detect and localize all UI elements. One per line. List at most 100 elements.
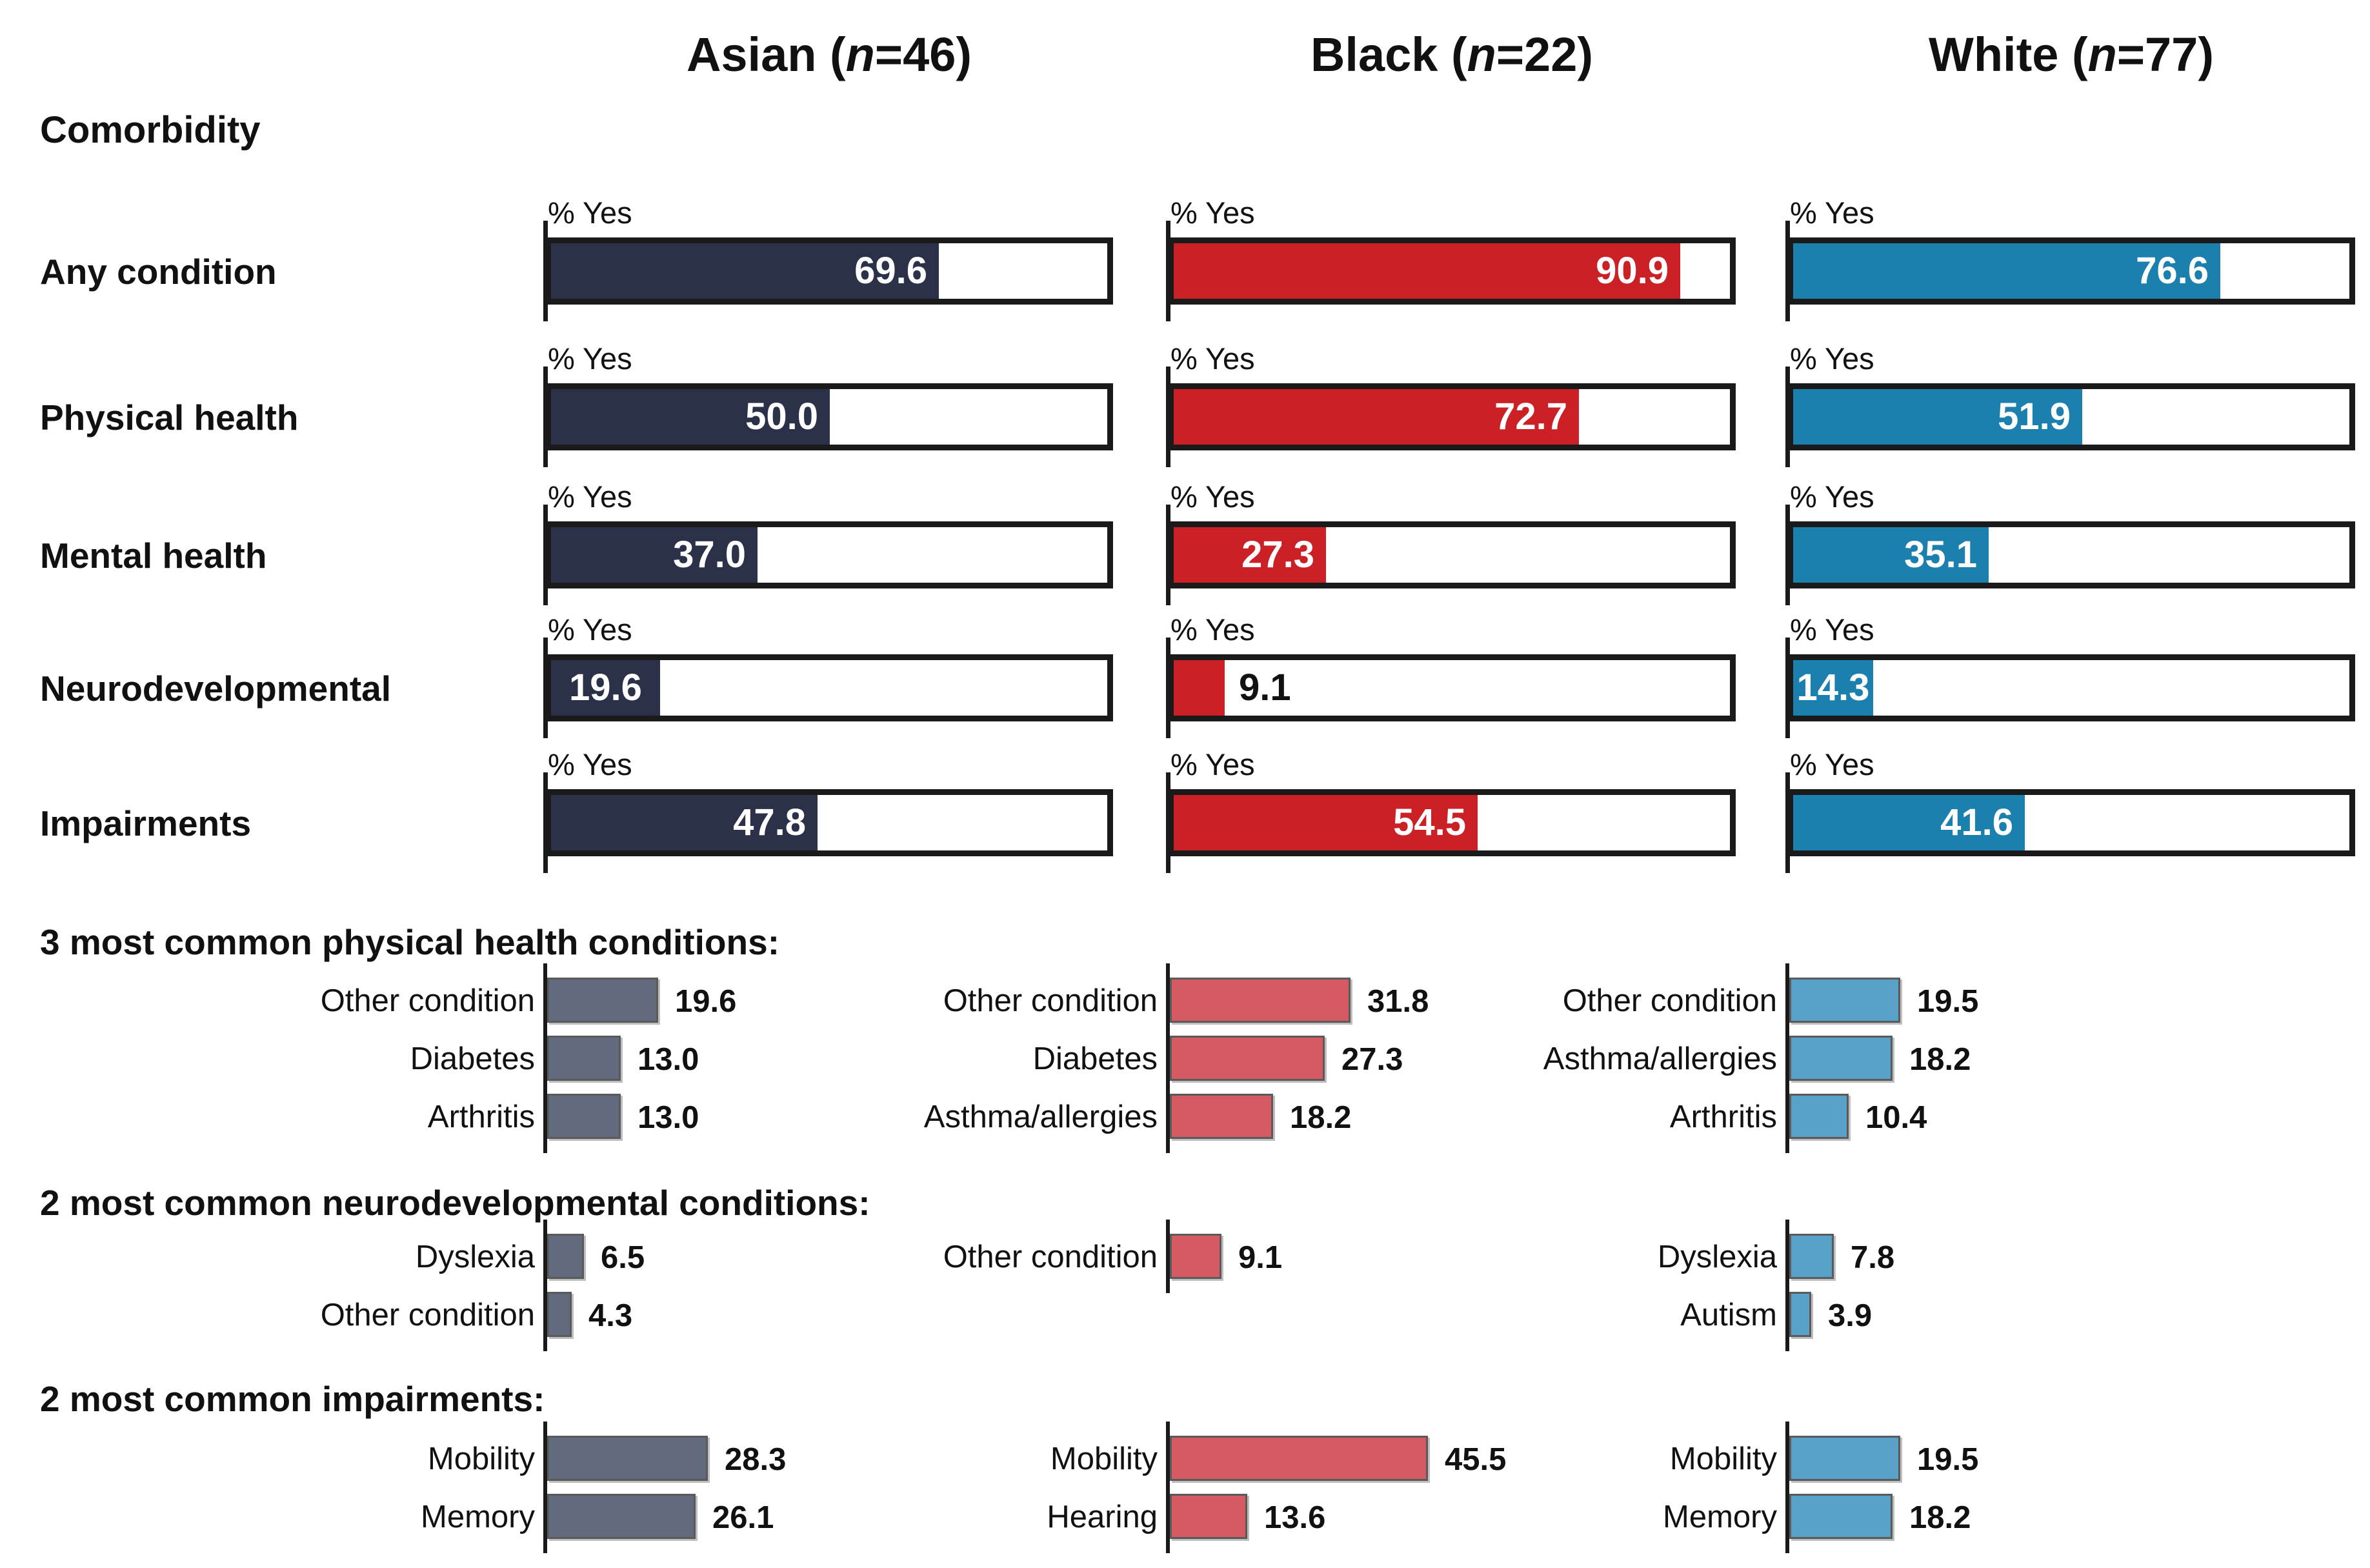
section-heading-impairments: 2 most common impairments: [40,1379,545,1419]
mini-value: 18.2 [1909,1500,1971,1535]
mini-value: 26.1 [712,1500,774,1535]
bar-mental-health-asian: 37.0 [545,521,1113,588]
mini-bar-other-condition-white [1789,978,1900,1023]
bar-fill [1793,660,1873,716]
pct-yes-label: % Yes [548,341,632,376]
mini-axis [1785,1220,1789,1351]
group-header-text: =46) [874,28,972,81]
pct-yes-label: % Yes [548,196,632,230]
mini-value: 13.0 [638,1100,699,1135]
mini-label-memory: Memory [1663,1500,1777,1534]
comorbidity-section-label: Comorbidity [40,109,261,151]
group-header-text: =22) [1496,28,1594,81]
bar-value: 72.7 [1494,396,1567,437]
mini-bar-autism-white [1789,1292,1811,1337]
bar-neurodevelopmental-asian: 19.6 [545,654,1113,721]
mini-value: 13.0 [638,1042,699,1077]
mini-bar-memory-white [1789,1494,1893,1539]
bar-physical-health-black: 72.7 [1168,383,1736,450]
mini-label-mobility: Mobility [1050,1442,1158,1476]
mini-value: 10.4 [1865,1100,1927,1135]
bar-mental-health-white: 35.1 [1787,521,2355,588]
bar-neurodevelopmental-white: 14.3 [1787,654,2355,721]
bar-any-condition-asian: 69.6 [545,237,1113,305]
mini-bar-asthma-allergies-black [1170,1094,1273,1139]
row-label-any-condition: Any condition [40,252,277,292]
pct-yes-label: % Yes [1790,747,1874,781]
mini-value: 19.6 [675,984,737,1019]
mini-value: 9.1 [1238,1240,1283,1275]
pct-yes-label: % Yes [1170,612,1255,647]
bar-value: 14.3 [1796,667,1870,709]
row-label-physical-health: Physical health [40,397,299,437]
group-header-n-italic: n [1467,28,1496,81]
bar-fill [1174,660,1225,716]
bar-any-condition-white: 76.6 [1787,237,2355,305]
pct-yes-label: % Yes [548,747,632,781]
group-header-text: =77) [2116,28,2214,81]
bar-value: 47.8 [733,801,806,843]
bar-fill [551,660,660,716]
mini-axis [1166,963,1170,1153]
bar-value: 41.6 [1940,801,2013,843]
bar-fill [551,243,939,299]
mini-label-dyslexia: Dyslexia [1657,1240,1777,1274]
mini-bar-other-condition-black [1170,978,1351,1023]
mini-bar-mobility-asian [547,1436,708,1481]
row-label-impairments: Impairments [40,803,252,843]
group-header-text: Black ( [1310,28,1467,81]
mini-bar-memory-asian [547,1494,696,1539]
mini-axis [1785,1422,1789,1553]
bar-physical-health-asian: 50.0 [545,383,1113,450]
bar-value: 50.0 [745,396,818,437]
mini-label-arthritis: Arthritis [427,1100,535,1134]
mini-label-autism: Autism [1680,1298,1777,1332]
mini-label-other-condition: Other condition [943,983,1158,1018]
mini-value: 18.2 [1909,1042,1971,1077]
bar-neurodevelopmental-black: 9.1 [1168,654,1736,721]
mini-bar-dyslexia-white [1789,1234,1834,1279]
mini-value: 19.5 [1917,984,1979,1019]
mini-value: 31.8 [1367,984,1429,1019]
mini-value: 3.9 [1828,1298,1873,1333]
pct-yes-label: % Yes [1170,341,1255,376]
bar-physical-health-white: 51.9 [1787,383,2355,450]
mini-axis [543,963,547,1153]
row-label-neurodevelopmental: Neurodevelopmental [40,668,392,709]
mini-axis [1166,1220,1170,1293]
pct-yes-label: % Yes [1790,196,1874,230]
bar-value: 9.1 [1239,667,1291,709]
bar-value: 69.6 [854,250,927,292]
section-heading-physical-conditions: 3 most common physical health conditions… [40,922,780,962]
mini-bar-dyslexia-asian [547,1234,584,1279]
mini-bar-arthritis-asian [547,1094,621,1139]
mini-value: 7.8 [1851,1240,1895,1275]
bar-fill [1174,795,1478,850]
bar-fill [1793,795,2025,850]
mini-bar-mobility-black [1170,1436,1428,1481]
mini-value: 13.6 [1264,1500,1326,1535]
bar-fill [1793,527,1989,583]
mini-label-other-condition: Other condition [1562,983,1777,1018]
mini-label-mobility: Mobility [1669,1442,1777,1476]
bar-impairments-asian: 47.8 [545,789,1113,856]
mini-label-diabetes: Diabetes [410,1041,535,1076]
section-heading-neurodevelopmental-conditions: 2 most common neurodevelopmental conditi… [40,1183,870,1223]
mini-bar-asthma-allergies-white [1789,1036,1893,1081]
mini-bar-other-condition-black [1170,1234,1221,1279]
row-label-mental-health: Mental health [40,536,267,576]
bar-fill [1793,243,2220,299]
bar-fill [551,389,830,445]
pct-yes-label: % Yes [1170,479,1255,514]
mini-label-other-condition: Other condition [320,983,535,1018]
pct-yes-label: % Yes [548,479,632,514]
bar-value: 19.6 [569,667,642,709]
mini-axis [1785,963,1789,1153]
bar-fill [1174,243,1680,299]
group-header-text: White ( [1929,28,2088,81]
mini-label-memory: Memory [421,1500,535,1534]
mini-bar-diabetes-asian [547,1036,621,1081]
pct-yes-label: % Yes [1170,196,1255,230]
bar-fill [1793,389,2082,445]
